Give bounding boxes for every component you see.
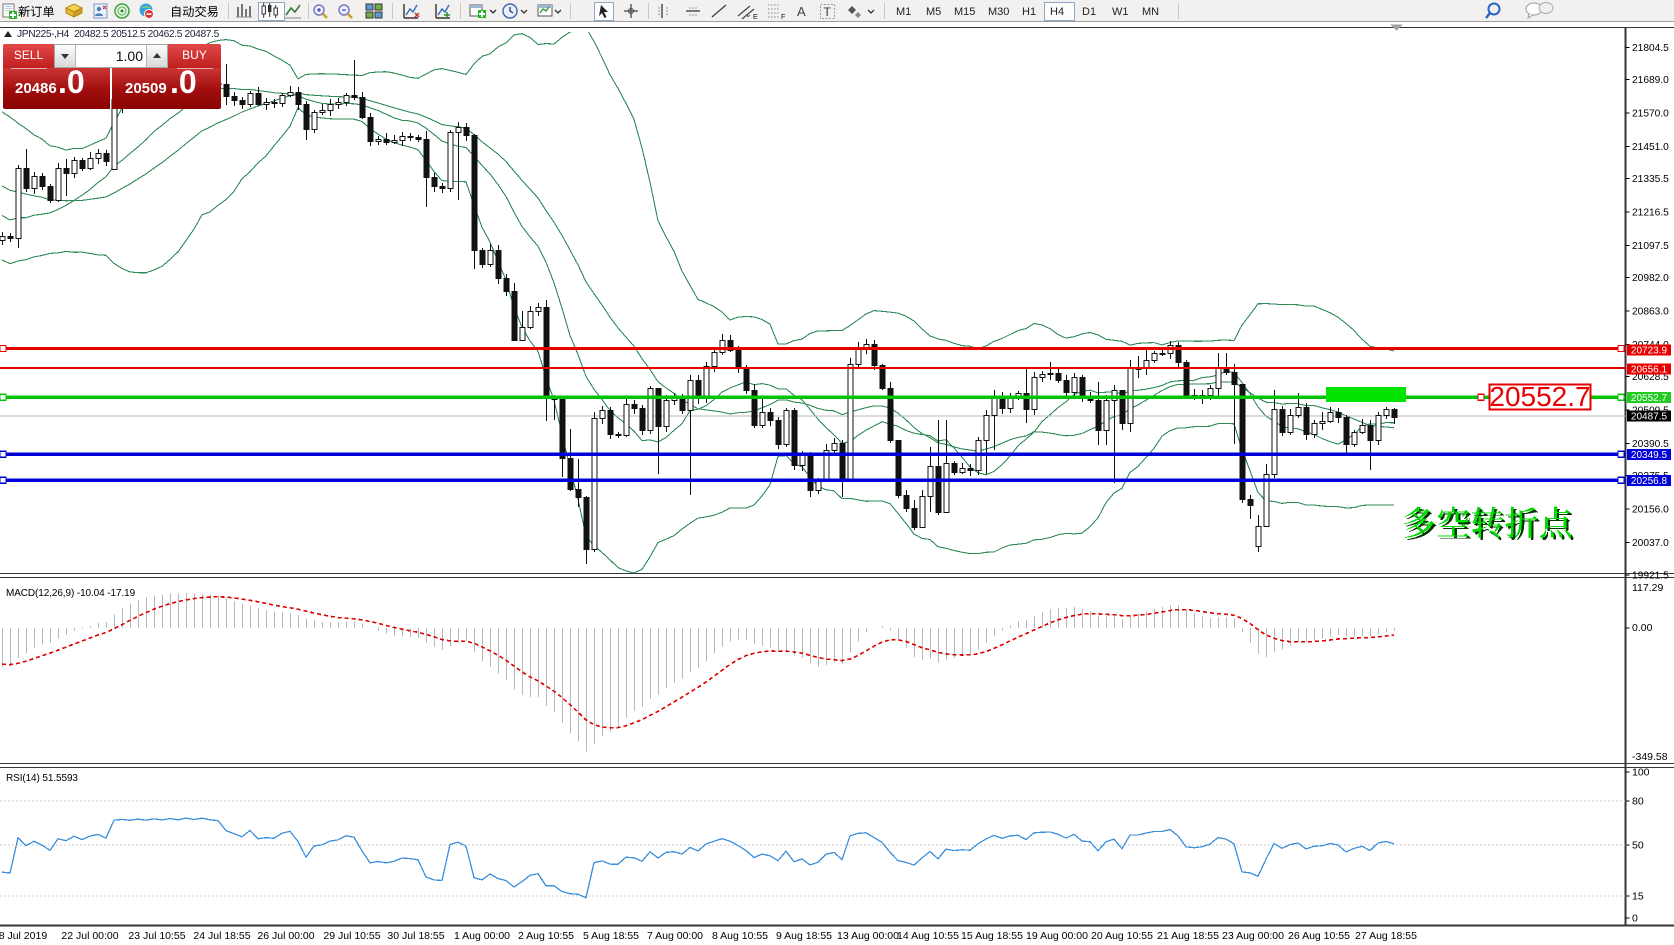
svg-text:20656.1: 20656.1 (1631, 364, 1668, 375)
svg-text:20628.5: 20628.5 (1632, 372, 1669, 383)
svg-text:M1: M1 (896, 6, 911, 18)
svg-text:15: 15 (1632, 891, 1644, 903)
svg-text:-349.58: -349.58 (1632, 751, 1668, 763)
svg-text:13 Aug 00:00: 13 Aug 00:00 (837, 930, 899, 942)
svg-text:29 Jul 10:55: 29 Jul 10:55 (323, 930, 380, 942)
svg-text:20552.7: 20552.7 (1489, 381, 1590, 412)
svg-text:21804.5: 21804.5 (1632, 43, 1669, 54)
svg-text:D1: D1 (1082, 6, 1096, 18)
svg-text:15 Aug 18:55: 15 Aug 18:55 (961, 930, 1023, 942)
svg-text:21689.0: 21689.0 (1632, 75, 1669, 86)
svg-text:30 Jul 18:55: 30 Jul 18:55 (387, 930, 444, 942)
svg-text:RSI(14) 51.5593: RSI(14) 51.5593 (6, 773, 78, 784)
svg-text:21097.5: 21097.5 (1632, 241, 1669, 252)
svg-text:1 Aug 00:00: 1 Aug 00:00 (454, 930, 510, 942)
svg-text:19 Aug 00:00: 19 Aug 00:00 (1026, 930, 1088, 942)
svg-text:21335.5: 21335.5 (1632, 174, 1669, 185)
svg-text:A: A (797, 4, 806, 19)
svg-text:H1: H1 (1022, 6, 1036, 18)
svg-text:21216.5: 21216.5 (1632, 208, 1669, 219)
svg-text:W1: W1 (1112, 6, 1129, 18)
svg-text:26 Aug 10:55: 26 Aug 10:55 (1288, 930, 1350, 942)
svg-text:80: 80 (1632, 796, 1644, 808)
svg-text:M30: M30 (988, 6, 1009, 18)
svg-text:20156.0: 20156.0 (1632, 505, 1669, 516)
svg-text:21451.0: 21451.0 (1632, 142, 1669, 153)
svg-text:H4: H4 (1050, 6, 1064, 18)
svg-text:23 Jul 10:55: 23 Jul 10:55 (128, 930, 185, 942)
svg-text:M5: M5 (926, 6, 941, 18)
svg-text:21570.0: 21570.0 (1632, 109, 1669, 120)
svg-text:18 Jul 2019: 18 Jul 2019 (0, 930, 47, 942)
svg-text:22 Jul 00:00: 22 Jul 00:00 (61, 930, 118, 942)
svg-text:20487.5: 20487.5 (1631, 412, 1668, 423)
svg-text:23 Aug 00:00: 23 Aug 00:00 (1222, 930, 1284, 942)
svg-text:19921.5: 19921.5 (1632, 570, 1669, 581)
svg-text:F: F (781, 14, 785, 21)
svg-text:20982.0: 20982.0 (1632, 273, 1669, 284)
svg-text:20863.0: 20863.0 (1632, 307, 1669, 318)
svg-text:26 Jul 00:00: 26 Jul 00:00 (257, 930, 314, 942)
svg-text:100: 100 (1632, 767, 1650, 779)
svg-text:20 Aug 10:55: 20 Aug 10:55 (1091, 930, 1153, 942)
svg-text:20037.0: 20037.0 (1632, 538, 1669, 549)
svg-text:MN: MN (1142, 6, 1159, 18)
svg-text:E: E (753, 14, 758, 21)
svg-text:9 Aug 18:55: 9 Aug 18:55 (776, 930, 832, 942)
svg-text:8 Aug 10:55: 8 Aug 10:55 (712, 930, 768, 942)
svg-text:0.00: 0.00 (1632, 622, 1653, 634)
svg-text:2 Aug 10:55: 2 Aug 10:55 (518, 930, 574, 942)
svg-text:24 Jul 18:55: 24 Jul 18:55 (193, 930, 250, 942)
svg-text:0: 0 (1632, 913, 1638, 925)
svg-text:7 Aug 00:00: 7 Aug 00:00 (647, 930, 703, 942)
svg-text:20552.7: 20552.7 (1631, 393, 1668, 404)
svg-text:MACD(12,26,9) -10.04 -17.19: MACD(12,26,9) -10.04 -17.19 (6, 588, 136, 599)
svg-text:20256.8: 20256.8 (1631, 476, 1668, 487)
svg-text:50: 50 (1632, 840, 1644, 852)
svg-text:20723.9: 20723.9 (1631, 345, 1668, 356)
svg-text:14 Aug 10:55: 14 Aug 10:55 (897, 930, 959, 942)
svg-text:5 Aug 18:55: 5 Aug 18:55 (583, 930, 639, 942)
svg-text:M15: M15 (954, 6, 975, 18)
svg-text:T: T (824, 5, 832, 19)
svg-text:20390.5: 20390.5 (1632, 439, 1669, 450)
svg-text:27 Aug 18:55: 27 Aug 18:55 (1355, 930, 1417, 942)
svg-text:21 Aug 18:55: 21 Aug 18:55 (1157, 930, 1219, 942)
svg-text:20349.5: 20349.5 (1631, 450, 1668, 461)
svg-text:117.29: 117.29 (1632, 582, 1663, 594)
